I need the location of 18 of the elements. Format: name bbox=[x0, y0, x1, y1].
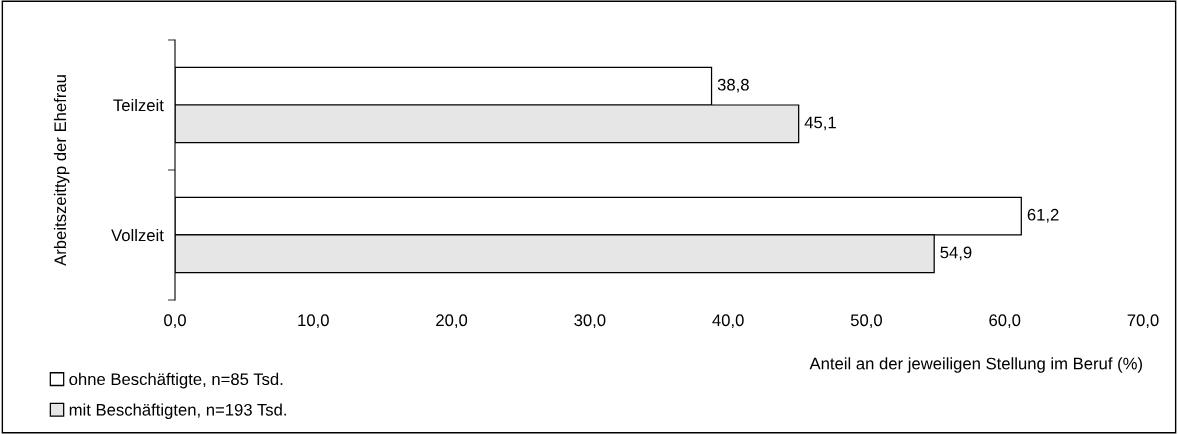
data-label: 61,2 bbox=[1027, 208, 1059, 223]
y-tick-label: Teilzeit bbox=[113, 98, 164, 112]
x-tick-label: 10,0 bbox=[298, 314, 329, 329]
data-label: 38,8 bbox=[717, 78, 749, 93]
x-tick-label: 70,0 bbox=[1127, 314, 1159, 329]
x-axis-title: Anteil an der jeweiligen Stellung im Beruf (%) bbox=[809, 357, 1142, 373]
x-tick-label: 20,0 bbox=[436, 314, 468, 329]
x-tick-label: 50,0 bbox=[850, 314, 882, 329]
data-label: 54,9 bbox=[940, 246, 972, 261]
x-tick-label: 0,0 bbox=[164, 314, 186, 329]
data-label: 45,1 bbox=[804, 116, 836, 131]
x-tick-label: 60,0 bbox=[989, 314, 1021, 329]
legend-label: ohne Beschäftigte, n=85 Tsd. bbox=[69, 372, 283, 389]
x-tick-label: 40,0 bbox=[712, 314, 744, 329]
legend-label: mit Beschäftigten, n=193 Tsd. bbox=[69, 403, 286, 419]
y-axis-title: Arbeitszeittyp der Ehefrau bbox=[53, 75, 70, 266]
y-tick-label: Vollzeit bbox=[111, 228, 164, 242]
x-tick-label: 30,0 bbox=[574, 314, 606, 329]
